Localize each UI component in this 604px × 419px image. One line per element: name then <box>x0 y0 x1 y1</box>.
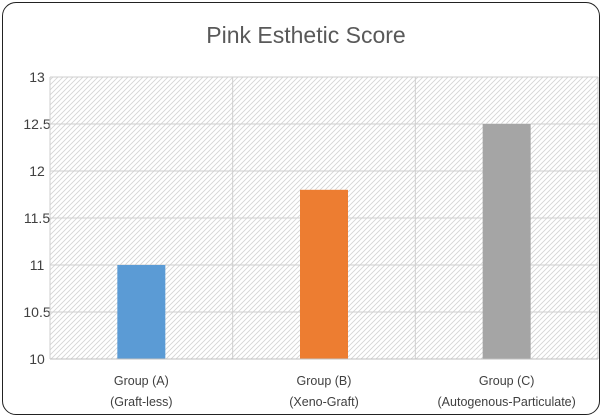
bar-b <box>300 189 348 359</box>
y-tick-label: 11.5 <box>24 210 50 226</box>
y-tick-label: 11 <box>30 257 45 273</box>
bar-c <box>482 124 531 359</box>
x-tick-label: Group (B) <box>297 374 352 388</box>
y-tick-label: 10 <box>29 351 45 367</box>
y-tick-label: 12 <box>29 163 45 179</box>
x-tick-label: (Autogenous-Particulate) <box>438 395 576 409</box>
x-tick-label: (Graft-less) <box>110 395 173 409</box>
y-tick-label: 10.5 <box>23 304 50 320</box>
y-tick-label: 13 <box>29 69 45 85</box>
chart-title: Pink Esthetic Score <box>206 22 405 48</box>
x-tick-label: Group (C) <box>479 374 535 388</box>
bar-a <box>117 265 166 359</box>
x-tick-label: (Xeno-Graft) <box>289 395 358 409</box>
x-tick-label: Group (A) <box>114 374 169 388</box>
y-tick-label: 12.5 <box>23 116 50 132</box>
